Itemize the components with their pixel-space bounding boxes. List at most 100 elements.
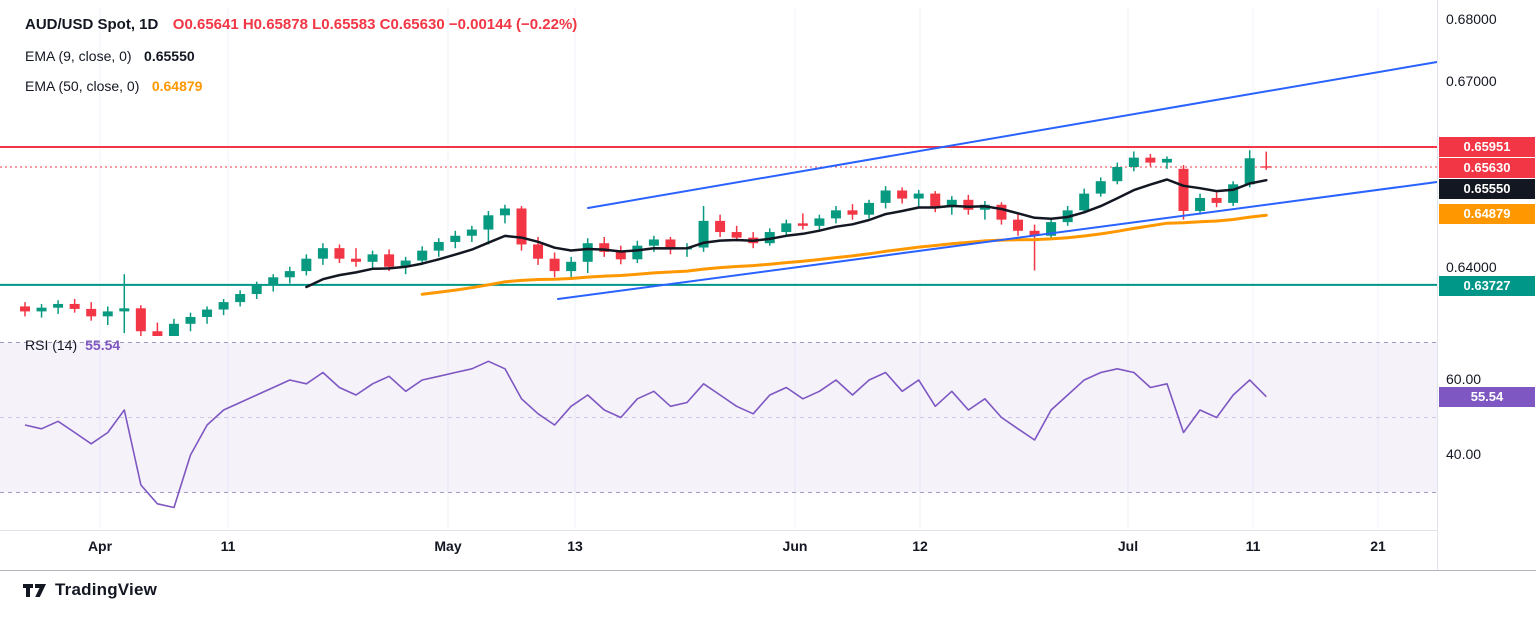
ema50-label: EMA (50, close, 0) — [25, 78, 140, 94]
candle-body — [582, 243, 593, 262]
candle-body — [781, 223, 792, 233]
time-axis-label: Apr — [87, 538, 113, 554]
price-badge: 0.65630 — [1439, 158, 1535, 178]
candle-body — [384, 254, 395, 267]
candle-body — [715, 220, 726, 233]
candle-body — [284, 271, 295, 278]
candle-body — [1128, 157, 1139, 167]
candle-body — [830, 210, 841, 219]
candle-body — [251, 285, 262, 295]
candle-body — [930, 193, 941, 208]
candle-body — [268, 277, 279, 286]
candle-body — [20, 306, 30, 312]
candle-body — [1178, 168, 1189, 211]
tradingview-logo-icon — [23, 584, 46, 597]
ema50-line — [420, 213, 1268, 296]
price-badge: 0.64879 — [1439, 204, 1535, 224]
candle-body — [36, 307, 47, 312]
time-axis-label: 11 — [220, 538, 236, 554]
time-axis[interactable]: Apr 11 May 13 Jun 12 Jul 11 21 — [0, 530, 1437, 570]
candle-body — [615, 251, 626, 260]
candle-body — [235, 294, 246, 303]
time-axis-separator — [0, 530, 1536, 531]
ema50-legend-row[interactable]: EMA (50, close, 0) 0.64879 — [25, 78, 202, 96]
price-scale[interactable]: 0.68000 0.67000 0.64000 60.00 40.00 0.65951 0.… — [1437, 0, 1536, 570]
rsi-label: RSI (14) — [25, 337, 78, 353]
candle-body — [1029, 230, 1040, 236]
price-levels — [0, 146, 1437, 286]
tradingview-logo-link[interactable]: TradingView — [22, 579, 157, 601]
trendline-2[interactable] — [557, 181, 1438, 300]
candle-body — [963, 199, 974, 210]
candle-body — [334, 248, 345, 259]
price-badge: 0.65550 — [1439, 179, 1535, 199]
trendline-1[interactable] — [587, 61, 1438, 209]
candle-body — [53, 303, 64, 308]
chart-bottom-border — [0, 570, 1536, 571]
candle-body — [566, 261, 577, 272]
candle-body — [102, 311, 113, 317]
candle-body — [698, 220, 709, 248]
rsi-axis-label: 60.00 — [1446, 371, 1482, 387]
ema50-value: 0.64879 — [151, 78, 203, 94]
candle-body — [218, 302, 229, 310]
candle-body — [996, 204, 1007, 220]
candles-series — [20, 150, 1272, 336]
candle-body — [1145, 157, 1156, 163]
candle-body — [864, 202, 875, 215]
candle-body — [1095, 181, 1106, 194]
tradingview-brand-text: TradingView — [55, 580, 158, 599]
time-axis-label: 21 — [1370, 538, 1386, 554]
candle-body — [202, 309, 213, 317]
candle-body — [516, 208, 527, 245]
time-axis-label: 13 — [567, 538, 583, 554]
symbol-title: AUD/USD Spot, 1D — [25, 16, 159, 33]
candle-body — [1079, 193, 1090, 211]
candle-body — [433, 241, 444, 251]
candle-body — [86, 308, 97, 317]
rsi-legend-row[interactable]: RSI (14) 55.54 — [25, 337, 120, 353]
rsi-value: 55.54 — [85, 337, 121, 353]
candle-body — [797, 223, 808, 226]
candle-body — [499, 208, 510, 216]
candle-body — [367, 254, 378, 262]
candle-body — [731, 232, 742, 238]
candle-body — [400, 260, 411, 267]
price-badge: 0.65951 — [1439, 137, 1535, 157]
candle-body — [880, 190, 891, 203]
candle-body — [764, 232, 775, 244]
candle-body — [549, 258, 560, 272]
candle-body — [1195, 197, 1206, 211]
candle-body — [1261, 166, 1272, 168]
candle-body — [913, 193, 924, 199]
candle-body — [450, 235, 461, 242]
candle-body — [1046, 222, 1057, 236]
price-badge: 55.54 — [1439, 387, 1535, 407]
candle-body — [483, 215, 494, 230]
candle-body — [185, 316, 196, 324]
time-axis-label: 11 — [1245, 538, 1261, 554]
candle-body — [135, 308, 146, 332]
candle-body — [417, 250, 428, 261]
candle-body — [847, 210, 858, 215]
candle-body — [665, 239, 676, 250]
ema9-value: 0.65550 — [144, 48, 195, 64]
rsi-axis-label: 40.00 — [1446, 446, 1482, 462]
ohlc-readout: O0.65641 H0.65878 L0.65583 C0.65630 −0.0… — [172, 16, 578, 33]
candle-body — [1228, 184, 1239, 203]
symbol-legend-row[interactable]: AUD/USD Spot, 1D O0.65641 H0.65878 L0.65… — [25, 16, 577, 34]
candle-body — [317, 248, 328, 259]
ema9-legend-row[interactable]: EMA (9, close, 0) 0.65550 — [25, 48, 195, 66]
rsi-line — [24, 360, 1267, 509]
time-axis-label: 12 — [912, 538, 928, 554]
price-badge: 0.63727 — [1439, 276, 1535, 296]
candle-body — [1013, 219, 1023, 231]
candle-body — [301, 258, 312, 272]
time-axis-label: Jun — [782, 538, 808, 554]
candle-body — [599, 243, 610, 252]
candle-body — [466, 229, 477, 236]
candle-body — [1161, 158, 1172, 163]
candle-body — [533, 244, 544, 259]
